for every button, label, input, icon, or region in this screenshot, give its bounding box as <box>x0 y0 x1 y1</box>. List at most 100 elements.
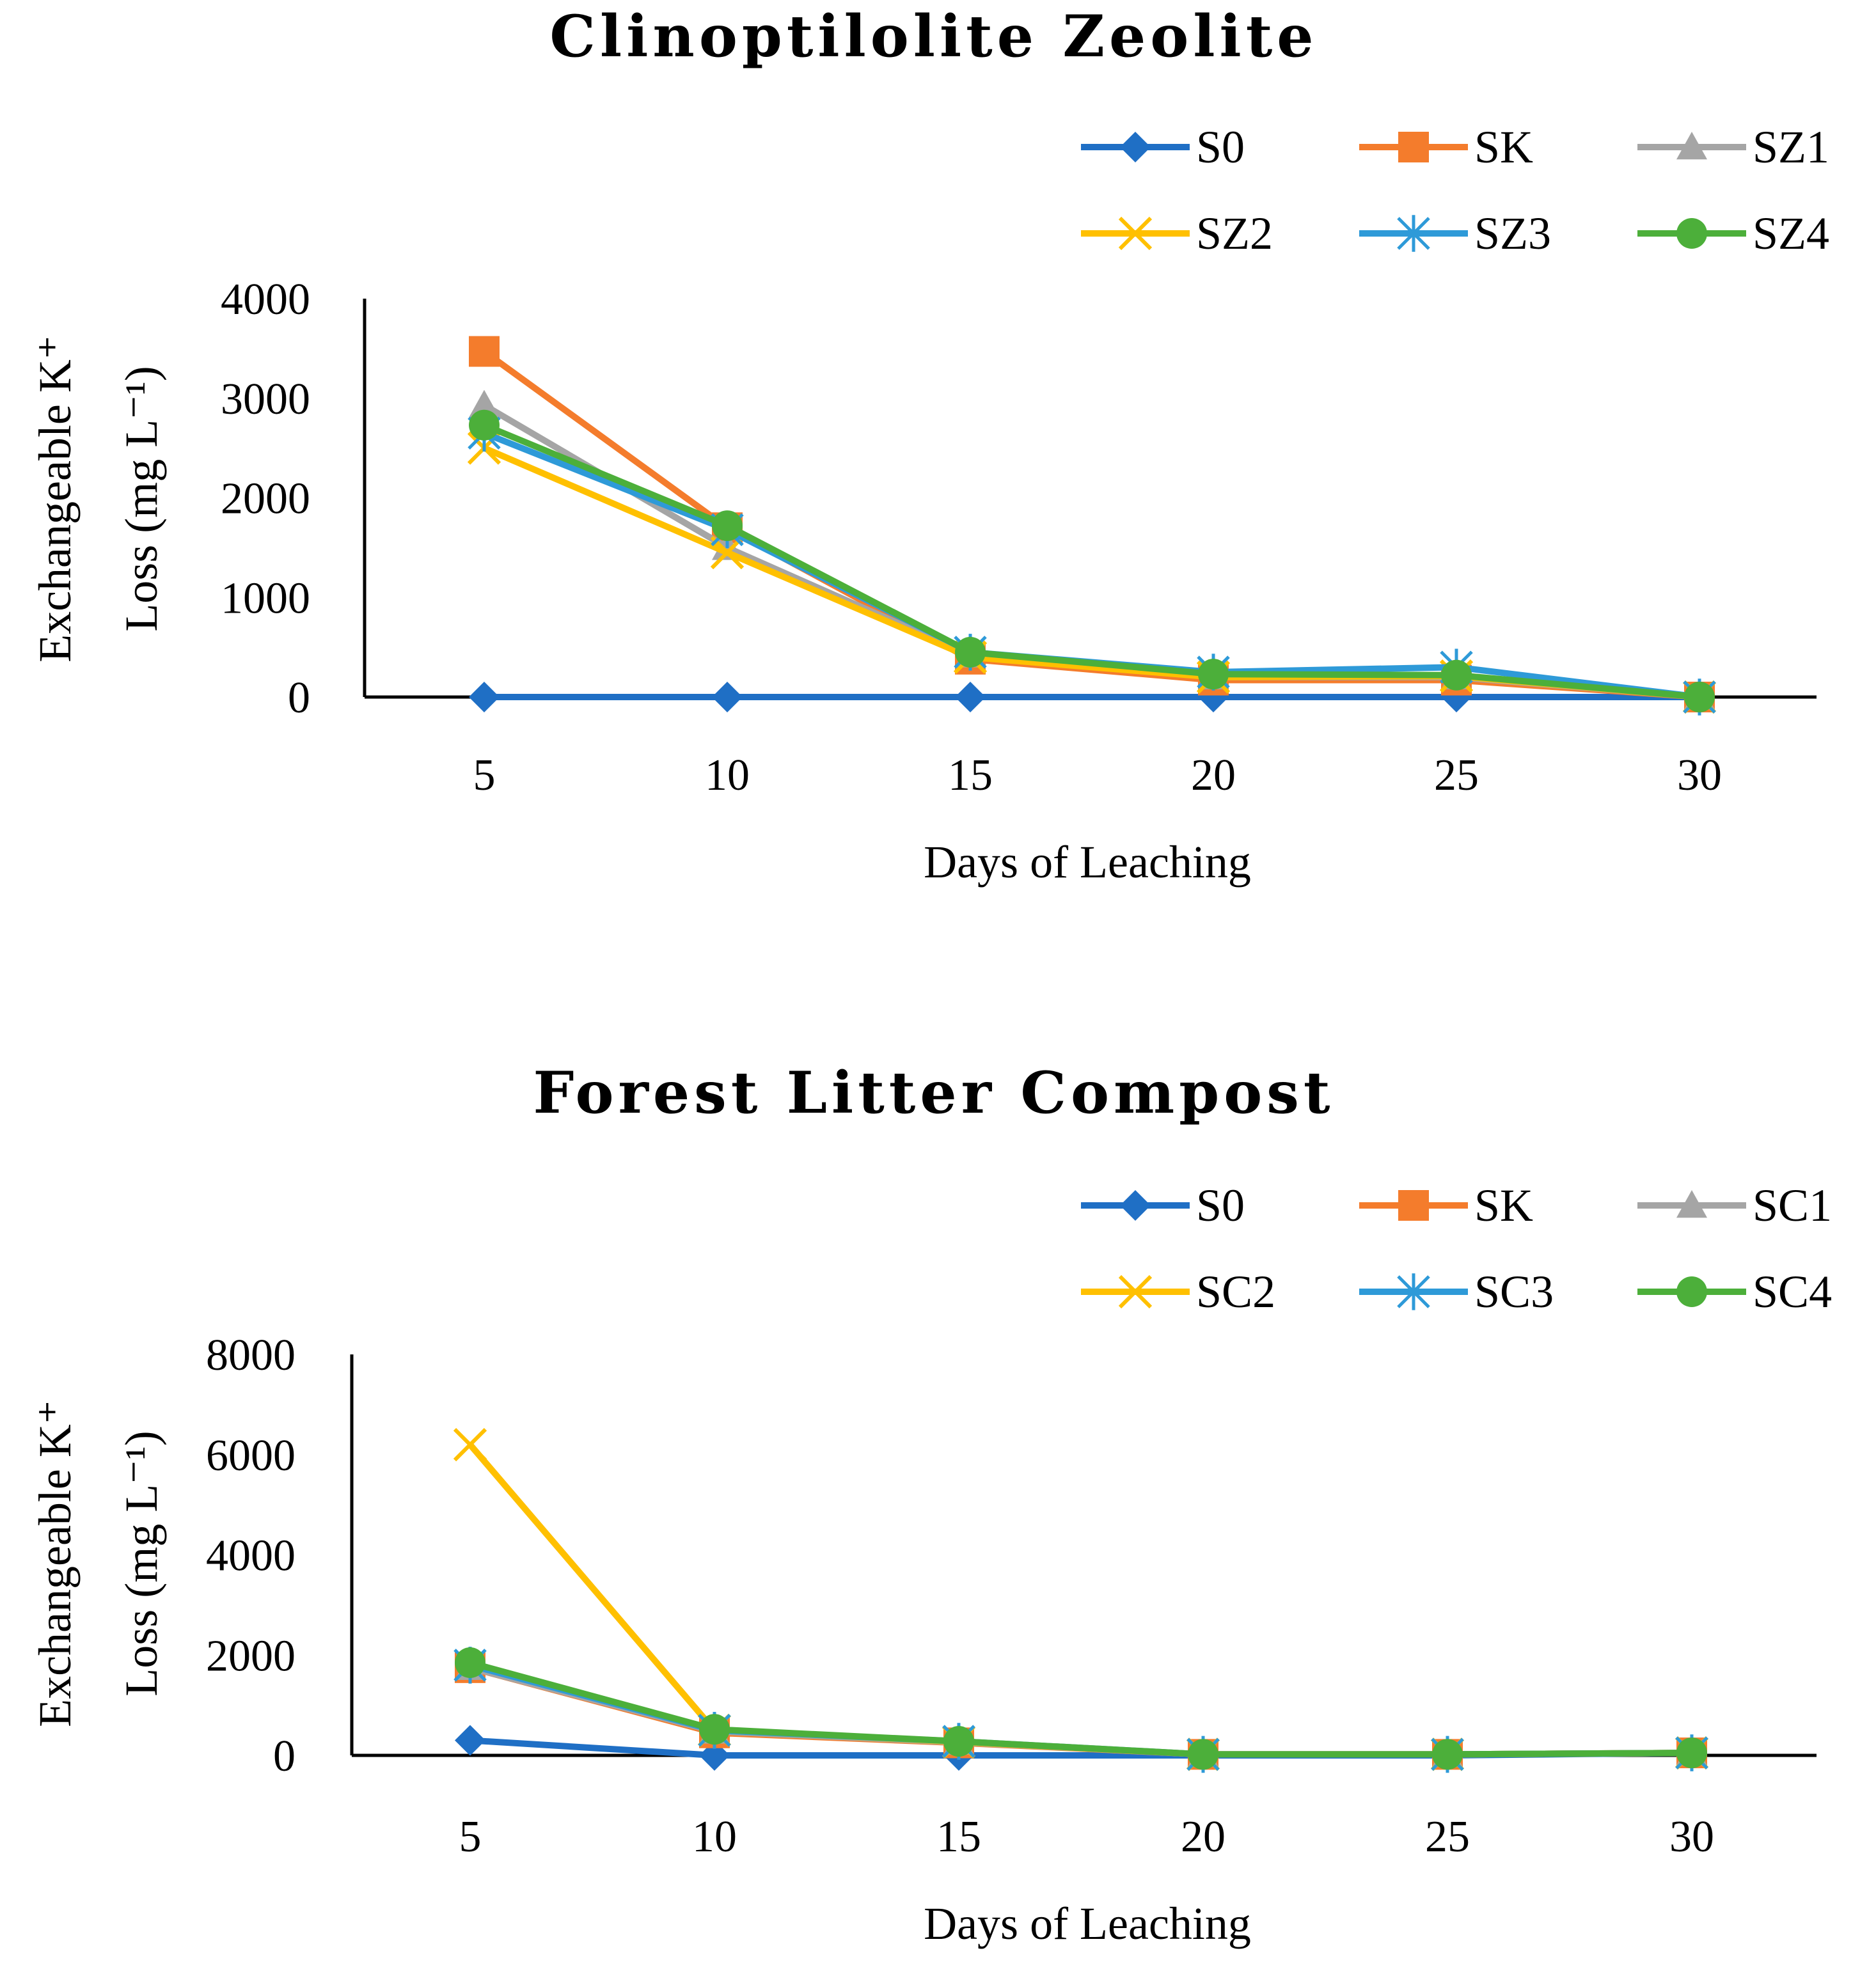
legend-marker-star <box>1397 215 1430 252</box>
y-tick-label: 0 <box>273 1732 296 1781</box>
legend-marker-diamond <box>1120 132 1151 162</box>
x-tick-label: 5 <box>473 751 496 800</box>
x-tick-label: 20 <box>1191 751 1236 800</box>
legend-item-sz3[interactable]: SZ3 <box>1359 208 1551 259</box>
marker-stroke <box>453 1427 487 1462</box>
data-point <box>1684 682 1715 712</box>
series-line <box>468 1442 1692 1758</box>
legend: S0 SK SZ1 SZ2 SZ3 SZ4 <box>1081 122 1829 259</box>
legend-item-sz4[interactable]: SZ4 <box>1637 208 1829 259</box>
legend-marker-triangle <box>1676 132 1707 160</box>
legend-label: S0 <box>1196 122 1245 173</box>
chart-1: Clinoptilolite Zeolite S0 SK SZ1 SZ2 SZ3 SZ4 0 1… <box>29 3 1829 888</box>
legend-label: SC1 <box>1753 1180 1832 1231</box>
marker-stroke <box>1118 216 1153 251</box>
y-tick-label: 6000 <box>206 1431 296 1480</box>
legend-label: SC2 <box>1196 1266 1275 1317</box>
series-line <box>483 430 1700 700</box>
y-tick-label: 0 <box>288 673 310 723</box>
series-line <box>469 1659 1692 1758</box>
legend-label: SZ3 <box>1474 208 1551 259</box>
legend-label: S0 <box>1196 1180 1245 1231</box>
data-point <box>710 536 745 570</box>
legend-item-s0[interactable]: S0 <box>1081 122 1245 173</box>
y-axis-label-line1: Exchangeable K⁺ <box>29 335 81 663</box>
y-tick-label: 3000 <box>221 375 310 424</box>
data-point <box>1676 1737 1707 1769</box>
legend-item-s0[interactable]: S0 <box>1081 1180 1245 1231</box>
legend-item-sc2[interactable]: SC2 <box>1081 1266 1275 1317</box>
legend-marker-square <box>1398 1190 1429 1221</box>
y-tick-label: 1000 <box>221 574 310 623</box>
data-point <box>455 1725 485 1756</box>
data-point <box>455 1647 485 1679</box>
x-tick-label: 10 <box>692 1812 737 1862</box>
data-point <box>943 1726 974 1757</box>
legend-label: SK <box>1474 122 1533 173</box>
legend-item-sz2[interactable]: SZ2 <box>1081 208 1273 259</box>
legend-item-sc1[interactable]: SC1 <box>1637 1180 1832 1231</box>
x-axis-label: Days of Leaching <box>924 1898 1251 1949</box>
series-line <box>482 402 1700 700</box>
marker-stroke <box>1118 1274 1153 1309</box>
data-point <box>712 510 743 542</box>
legend-marker-x <box>1118 216 1153 251</box>
x-tick-label: 30 <box>1669 1812 1714 1862</box>
x-tick-label: 25 <box>1434 751 1479 800</box>
legend-label: SZ1 <box>1753 122 1829 173</box>
data-point <box>469 389 500 418</box>
x-tick-label: 10 <box>705 751 750 800</box>
y-tick-label: 2000 <box>221 474 310 524</box>
legend-marker-diamond <box>1120 1190 1151 1221</box>
data-point <box>453 1427 487 1462</box>
data-point <box>1188 1739 1218 1770</box>
data-point <box>712 682 743 712</box>
x-tick-label: 30 <box>1677 751 1722 800</box>
series-line <box>483 422 1700 700</box>
data-point <box>699 1714 730 1745</box>
series-sc2 <box>453 1427 1709 1771</box>
chart-2: Forest Litter Compost S0 SK SC1 SC2 SC3 SC4 0 20… <box>29 1059 1832 1949</box>
x-tick-label: 15 <box>936 1812 981 1862</box>
y-tick-label: 4000 <box>221 275 310 324</box>
legend-item-sz1[interactable]: SZ1 <box>1637 122 1829 173</box>
legend-marker-circle <box>1676 218 1707 249</box>
y-axis-label-line1: Exchangeable K⁺ <box>29 1400 81 1727</box>
x-tick-label: 25 <box>1425 1812 1470 1862</box>
x-tick-label: 5 <box>459 1812 482 1862</box>
data-point <box>1432 1739 1463 1770</box>
legend-label: SK <box>1474 1180 1533 1231</box>
y-axis-label-line2: Loss (mg L⁻¹) <box>116 1431 167 1697</box>
y-tick-label: 8000 <box>206 1331 296 1380</box>
legend-label: SC3 <box>1474 1266 1554 1317</box>
series-sc4 <box>455 1647 1707 1770</box>
chart-title: Forest Litter Compost <box>533 1059 1335 1127</box>
legend-item-sc3[interactable]: SC3 <box>1359 1266 1554 1317</box>
data-point <box>955 636 986 668</box>
legend-item-sc4[interactable]: SC4 <box>1637 1266 1832 1317</box>
marker-stroke <box>710 536 745 570</box>
data-point <box>955 682 986 712</box>
legend-item-sk[interactable]: SK <box>1359 122 1533 173</box>
legend-marker-circle <box>1676 1276 1707 1307</box>
data-point <box>469 682 500 712</box>
data-point <box>469 409 500 441</box>
legend-marker-x <box>1118 1274 1153 1309</box>
legend-marker-star <box>1397 1273 1430 1310</box>
x-tick-label: 20 <box>1181 1812 1226 1862</box>
x-axis-label: Days of Leaching <box>924 836 1251 888</box>
legend-label: SZ2 <box>1196 208 1273 259</box>
series-sz4 <box>469 409 1715 712</box>
legend-marker-triangle <box>1676 1190 1707 1218</box>
x-tick-label: 15 <box>948 751 993 800</box>
legend-label: SC4 <box>1753 1266 1832 1317</box>
y-tick-label: 4000 <box>206 1532 296 1581</box>
data-point <box>1441 659 1472 691</box>
data-point <box>1198 659 1229 690</box>
legend-label: SZ4 <box>1753 208 1829 259</box>
legend: S0 SK SC1 SC2 SC3 SC4 <box>1081 1180 1832 1317</box>
y-tick-label: 2000 <box>206 1631 296 1681</box>
chart-title: Clinoptilolite Zeolite <box>549 3 1318 70</box>
legend-item-sk[interactable]: SK <box>1359 1180 1533 1231</box>
